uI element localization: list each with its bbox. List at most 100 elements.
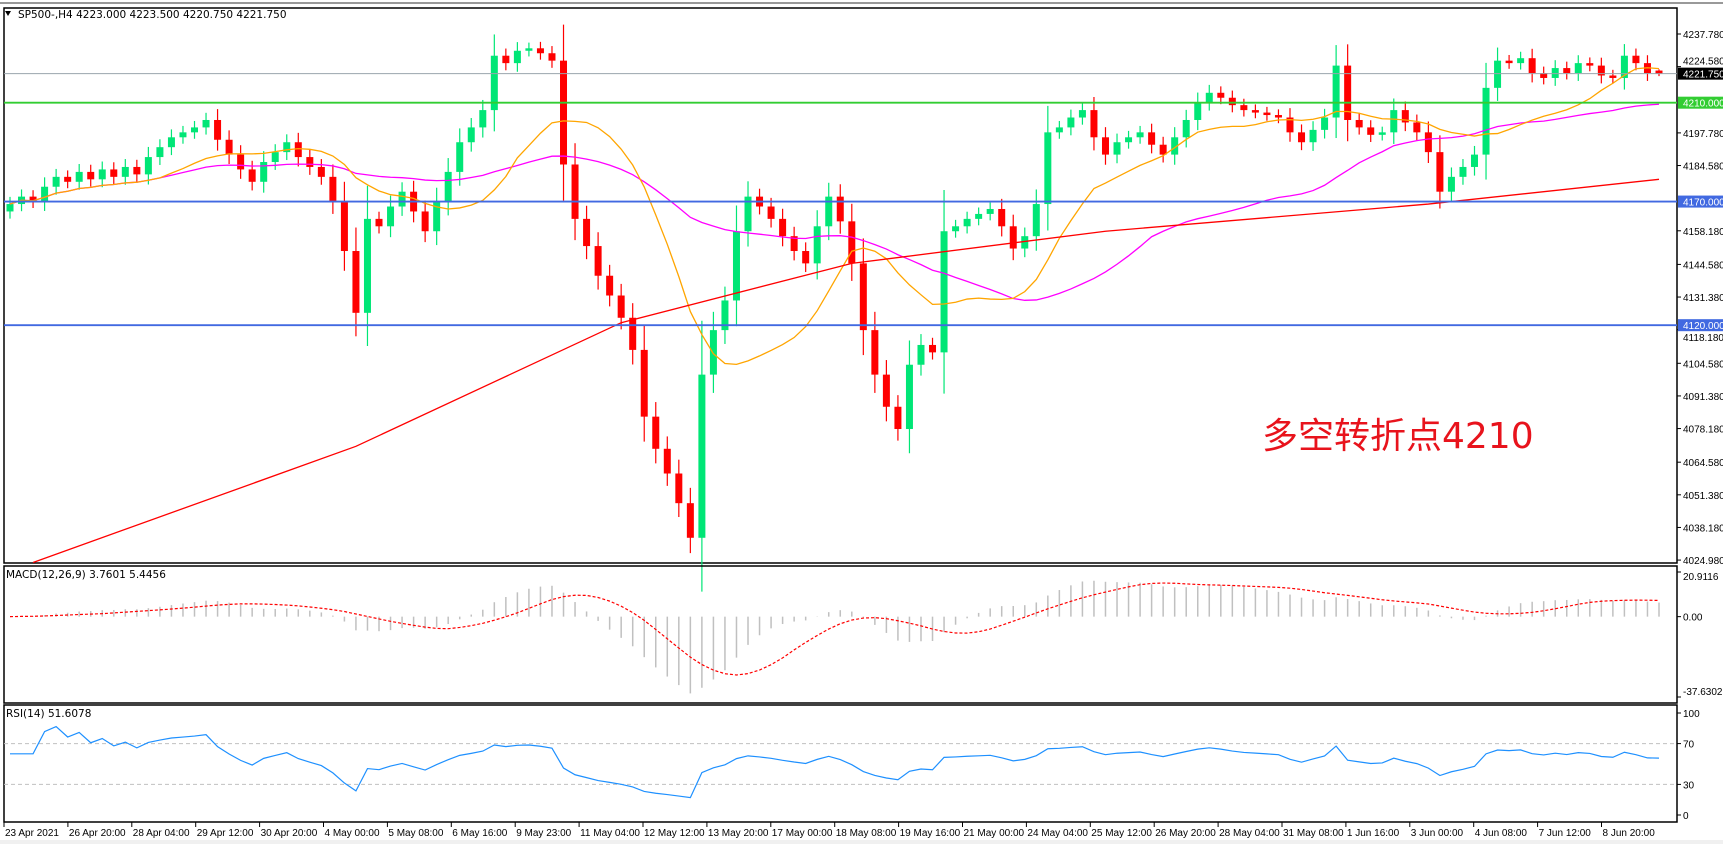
x-tick-label: 5 May 08:00	[388, 828, 443, 839]
candle-body	[721, 300, 729, 331]
y-tick-label: 4064.580	[1683, 458, 1723, 469]
x-tick-label: 26 Apr 20:00	[69, 828, 126, 839]
candle-body	[882, 374, 890, 407]
ma-slow-line	[32, 178, 1660, 564]
candle-body	[490, 55, 498, 111]
candle-body	[156, 147, 164, 158]
y-tick-label: 4197.780	[1683, 129, 1723, 140]
candle-body	[606, 275, 614, 296]
candle-body	[1217, 92, 1225, 98]
ma-fast-line	[9, 67, 1660, 366]
candle-body	[144, 157, 152, 175]
candle-body	[963, 218, 971, 227]
x-tick-label: 23 Apr 2021	[5, 828, 59, 839]
candle-body	[225, 139, 233, 155]
candle-body	[1355, 119, 1363, 128]
candle-body	[1632, 55, 1640, 64]
candle-body	[571, 164, 579, 219]
candle-body	[560, 60, 568, 165]
candle-body	[1182, 119, 1190, 138]
y-tick-label: 4237.780	[1683, 30, 1723, 41]
candle-body	[317, 166, 325, 177]
dropdown-triangle-icon[interactable]	[5, 11, 11, 16]
bottom-strip	[0, 840, 1723, 844]
candle-body	[1240, 105, 1248, 111]
candle-body	[271, 152, 279, 163]
candle-body	[352, 251, 360, 313]
candle-body	[952, 226, 960, 232]
candle-body	[594, 246, 602, 276]
candle-body	[456, 142, 464, 172]
time-axis: 23 Apr 2021 26 Apr 20:00 28 Apr 04:00 29 Ap…	[0, 822, 1723, 844]
candle-body	[421, 211, 429, 232]
candle-body	[1436, 152, 1444, 192]
x-tick-label: 4 Jun 08:00	[1475, 828, 1528, 839]
candle-body	[1009, 226, 1017, 249]
macd-label: MACD(12,26,9) 3.7601 5.4456	[6, 569, 166, 581]
candle-body	[1113, 142, 1121, 155]
price-panel[interactable]: 4237.780 4224.580 4197.780 4184.580 4158.180…	[0, 2, 1723, 592]
candle-body	[1367, 127, 1375, 135]
x-tick-label: 8 Jun 20:00	[1603, 828, 1656, 839]
rsi-label: RSI(14) 51.6078	[6, 708, 91, 720]
candle-body	[536, 48, 544, 54]
candle-body	[1390, 110, 1398, 133]
candle-body	[248, 169, 256, 182]
main-panel-border	[3, 7, 1678, 564]
candle-body	[1021, 236, 1029, 249]
candle-body	[1597, 65, 1605, 76]
candle-body	[467, 127, 475, 143]
x-tick-label: 9 May 23:00	[516, 828, 571, 839]
y-tick-label: 4038.180	[1683, 523, 1723, 534]
annotation-text: 多空转折点4210	[1262, 416, 1534, 457]
candle-body	[698, 374, 706, 538]
level-price-label: 4120.000	[1683, 321, 1723, 332]
macd-panel[interactable]: 20.9116 0.00 -37.6302	[3, 565, 1723, 704]
candle-body	[1148, 132, 1156, 145]
candle-body	[375, 218, 383, 227]
candle-body	[1055, 127, 1063, 133]
candle-body	[29, 196, 37, 202]
x-tick-label: 25 May 12:00	[1091, 828, 1152, 839]
candle-body	[732, 231, 740, 301]
current-price-label: 4221.750	[1683, 70, 1723, 81]
candle-body	[444, 171, 452, 202]
current-price-tag	[1678, 67, 1723, 80]
candle-body	[825, 196, 833, 227]
x-tick-label: 21 May 00:00	[964, 828, 1025, 839]
candle-body	[306, 157, 314, 167]
candle-body	[836, 196, 844, 222]
x-tick-label: 17 May 00:00	[772, 828, 833, 839]
candle-body	[179, 132, 187, 138]
rsi-tick-label: 0	[1683, 811, 1689, 822]
y-tick-label: 4158.180	[1683, 227, 1723, 238]
y-tick-label: 4051.380	[1683, 491, 1723, 502]
candle-body	[6, 204, 14, 212]
candle-body	[1551, 68, 1559, 78]
candle-body	[848, 221, 856, 264]
candle-body	[871, 330, 879, 375]
candle-body	[1540, 73, 1548, 78]
candle-body	[894, 406, 902, 430]
candle-body	[110, 169, 118, 177]
candle-body	[1171, 137, 1179, 155]
candle-body	[98, 169, 106, 180]
macd-tick-label: 0.00	[1683, 613, 1703, 624]
candle-body	[548, 53, 556, 61]
rsi-panel[interactable]: 100 70 30 0	[3, 704, 1700, 823]
x-tick-label: 19 May 16:00	[900, 828, 961, 839]
y-tick-label: 4078.180	[1683, 425, 1723, 436]
candle-body	[744, 196, 752, 232]
ma-mid-line	[9, 103, 1660, 301]
symbol-header: SP500-,H4 4223.000 4223.500 4220.750 422…	[18, 9, 287, 21]
x-tick-label: 29 Apr 12:00	[197, 828, 254, 839]
candle-body	[1067, 117, 1075, 128]
candle-body	[87, 171, 95, 180]
candle-body	[1424, 132, 1432, 153]
candle-body	[1078, 110, 1086, 118]
candle-body	[41, 186, 49, 202]
candle-body	[237, 154, 245, 170]
candle-body	[513, 50, 521, 64]
candle-body	[1205, 92, 1213, 103]
